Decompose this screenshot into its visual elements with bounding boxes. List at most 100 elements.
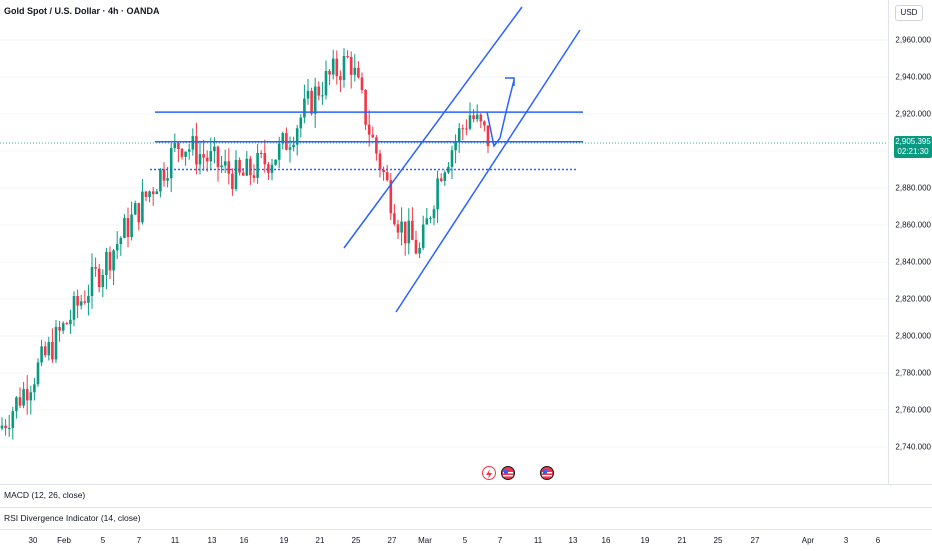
price-tick-label: 2,860.000: [895, 220, 931, 230]
candle-body: [313, 86, 317, 114]
candle-body: [25, 389, 29, 401]
candle-body: [328, 71, 331, 75]
chart-title: Gold Spot / U.S. Dollar · 4h · OANDA: [4, 6, 160, 16]
candle-body: [184, 151, 187, 157]
candle-body: [141, 191, 144, 223]
candle-body: [414, 239, 418, 254]
chart-area[interactable]: Gold Spot / U.S. Dollar · 4h · OANDA: [0, 0, 888, 484]
candle-body: [130, 214, 133, 238]
candle-body: [339, 76, 342, 80]
time-tick-label: 3: [843, 536, 849, 545]
candle-body: [245, 158, 249, 176]
candle-body: [335, 58, 339, 77]
candle-body: [22, 389, 25, 406]
time-tick-label: 21: [677, 536, 687, 545]
candle-body: [7, 427, 11, 429]
candle-body: [51, 342, 54, 360]
candle-body: [317, 86, 321, 96]
candle-body: [461, 128, 465, 130]
price-axis[interactable]: 2,960.0002,940.0002,920.0002,900.0002,88…: [888, 0, 932, 484]
current-price-tag: 2,905.395 02:21:30: [894, 136, 932, 158]
price-tick-label: 2,920.000: [895, 109, 931, 119]
time-tick-label: 13: [207, 536, 217, 545]
candle-body: [267, 164, 270, 173]
candle-body: [292, 144, 295, 148]
countdown-timer: 02:21:30: [897, 147, 929, 156]
candle-body: [29, 392, 33, 401]
candle-body: [173, 142, 177, 149]
candle-body: [382, 169, 385, 173]
rsi-pane[interactable]: RSI Divergence Indicator (14, close): [0, 507, 932, 530]
time-tick-label: 16: [239, 536, 249, 545]
candle-body: [216, 146, 220, 168]
time-tick-label: Feb: [57, 536, 71, 545]
price-tick-label: 2,840.000: [895, 257, 931, 267]
candle-body: [465, 128, 468, 130]
candle-body: [468, 115, 472, 129]
price-tick-label: 2,800.000: [895, 331, 931, 341]
candle-body: [36, 362, 40, 385]
time-tick-label: 11: [533, 536, 543, 545]
candle-body: [303, 98, 306, 118]
time-axis[interactable]: 30 Feb 5 7 11 13 16 19 21 25 27 Mar 5 7 11 13 16 19 21 25 27…: [0, 529, 932, 551]
channel-lower-line: [395, 29, 581, 313]
rsi-label: RSI Divergence Indicator (14, close): [4, 513, 141, 523]
candle-body: [119, 237, 123, 245]
projection-path: [486, 79, 515, 148]
candle-body: [306, 90, 310, 99]
time-tick-label: 6: [875, 536, 881, 545]
macd-pane[interactable]: MACD (12, 26, close): [0, 484, 932, 507]
candle-body: [454, 141, 457, 151]
candle-body: [47, 342, 51, 356]
candle-body: [54, 326, 58, 360]
candle-body: [310, 90, 313, 114]
candle-body: [321, 95, 324, 97]
candle-body: [155, 191, 159, 195]
candle-body: [403, 221, 407, 244]
candle-body: [274, 159, 277, 165]
candle-body: [457, 128, 461, 142]
candle-body: [479, 114, 483, 122]
price-chart[interactable]: [0, 0, 888, 484]
candle-body: [249, 158, 252, 176]
time-tick-label: 27: [750, 536, 760, 545]
candle-body: [97, 268, 101, 288]
candle-body: [187, 149, 191, 152]
time-tick-label: 19: [279, 536, 289, 545]
candle-body: [213, 146, 216, 152]
candle-body: [259, 152, 263, 154]
time-tick-label: 13: [568, 536, 578, 545]
candle-body: [33, 384, 36, 393]
candle-body: [429, 217, 432, 219]
candle-body: [400, 221, 403, 233]
candle-body: [486, 125, 490, 147]
candle-body: [299, 117, 303, 129]
candle-body: [375, 137, 378, 154]
candle-body: [40, 346, 43, 363]
candle-body: [65, 323, 69, 325]
candle-body: [360, 77, 364, 90]
currency-button[interactable]: USD: [895, 5, 923, 21]
candle-body: [443, 172, 447, 181]
time-tick-label: 5: [462, 536, 468, 545]
lightning-event-icon[interactable]: [482, 466, 496, 480]
candle-body: [393, 213, 396, 225]
candle-body: [202, 154, 205, 158]
us-flag-icon[interactable]: [540, 466, 554, 480]
candle-body: [450, 150, 454, 167]
candle-body: [87, 295, 90, 303]
candle-body: [238, 159, 241, 173]
candle-body: [378, 153, 382, 170]
candle-body: [94, 267, 97, 269]
us-flag-icon[interactable]: [501, 466, 515, 480]
candle-body: [180, 149, 184, 157]
drawing-layer: [0, 6, 888, 313]
candle-body: [295, 128, 299, 145]
price-tick-label: 2,740.000: [895, 442, 931, 452]
candle-body: [263, 153, 267, 165]
time-tick-label: 7: [497, 536, 503, 545]
time-tick-label: 7: [136, 536, 142, 545]
candle-body: [425, 218, 429, 225]
candle-body: [101, 274, 105, 288]
candle-body: [123, 218, 126, 238]
